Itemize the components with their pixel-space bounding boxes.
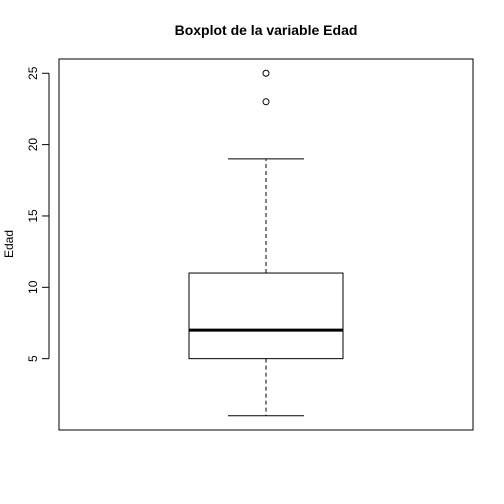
outlier-point [262,69,270,77]
chart-title: Boxplot de la variable Edad [175,22,358,38]
y-tick-label: 10 [26,280,40,294]
y-tick-label: 20 [26,138,40,152]
plot-frame [58,58,474,431]
y-axis-label: Edad [2,230,16,258]
interquartile-box [188,272,344,360]
outlier-group [262,69,270,106]
y-tick-label: 25 [26,66,40,80]
box-group [188,158,344,417]
y-tick-label: 5 [26,355,40,362]
y-axis-ticks: 5 10 15 20 25 [26,66,49,362]
y-tick-label: 15 [26,209,40,223]
outlier-point [262,98,270,106]
